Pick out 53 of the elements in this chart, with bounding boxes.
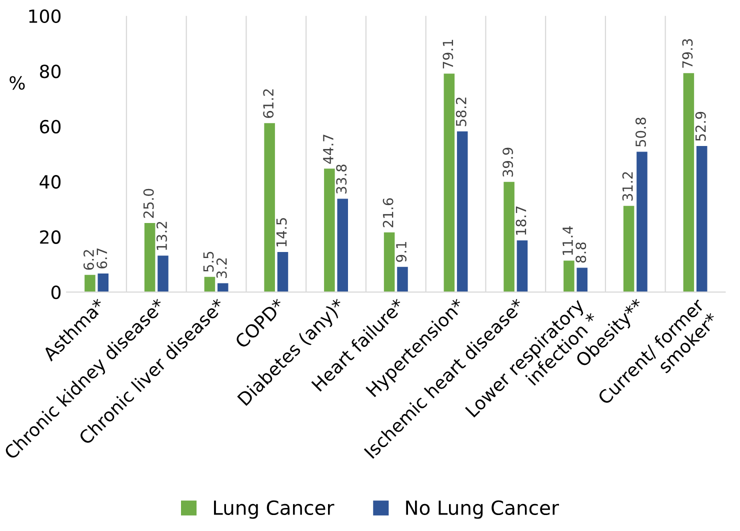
data-label: 33.8: [336, 164, 347, 194]
data-label: 79.3: [682, 39, 693, 68]
data-label: 79.1: [442, 40, 454, 68]
data-label: 14.5: [276, 218, 287, 246]
bar: [444, 74, 455, 292]
data-label: 52.9: [695, 112, 706, 141]
y-tick-label: 40: [40, 175, 61, 189]
y-tick-label: 100: [29, 9, 61, 24]
y-tick-label: 0: [51, 286, 61, 300]
data-label: 44.7: [323, 134, 334, 164]
data-label: 5.5: [203, 252, 214, 272]
data-label: 58.2: [456, 98, 466, 126]
data-label: 6.2: [83, 250, 94, 270]
bar: [564, 260, 574, 292]
bar: [204, 276, 216, 292]
bar: [337, 198, 348, 292]
data-label: 6.7: [96, 248, 108, 268]
data-label: 9.1: [396, 242, 407, 262]
bar: [144, 223, 156, 292]
data-label: 11.4: [562, 226, 573, 255]
bar: [516, 240, 528, 292]
bar: [217, 283, 228, 292]
data-label: 50.8: [636, 118, 646, 147]
bar: [456, 131, 468, 292]
bar: [397, 266, 408, 292]
y-tick-label: 60: [40, 120, 61, 134]
y-axis-title: %: [10, 76, 25, 90]
bar: [84, 274, 96, 292]
data-label: 31.2: [622, 172, 633, 201]
y-tick-label: 80: [40, 64, 61, 78]
bar: [696, 146, 708, 292]
data-label: 21.6: [382, 198, 394, 228]
legend-label: No Lung Cancer: [406, 500, 559, 519]
data-label: 8.8: [576, 242, 586, 263]
data-label: 3.2: [216, 258, 227, 278]
bar: [576, 268, 588, 292]
bar: [384, 232, 395, 292]
bar: [264, 123, 275, 292]
bar: [683, 73, 694, 292]
data-label: 13.2: [156, 222, 168, 250]
legend-label: Lung Cancer: [214, 500, 334, 519]
bar: [98, 274, 109, 292]
bar: [504, 182, 514, 292]
y-tick-label: 20: [40, 230, 61, 244]
data-label: 39.9: [502, 148, 514, 177]
bar: [277, 252, 288, 292]
bar: [324, 168, 335, 292]
data-label: 61.2: [263, 89, 274, 118]
data-label: 18.7: [516, 206, 526, 235]
data-label: 25.0: [143, 188, 154, 218]
bar: [636, 152, 648, 292]
bar: [158, 256, 168, 292]
bar: [623, 206, 634, 292]
